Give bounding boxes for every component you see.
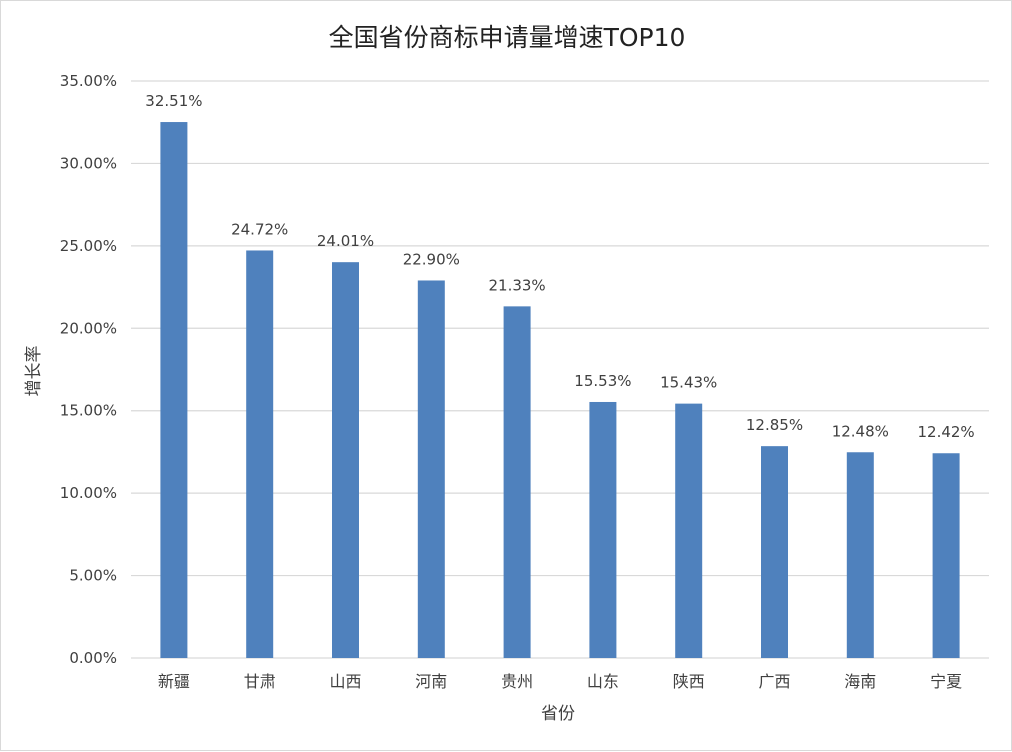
x-category-label: 山西 <box>329 672 361 691</box>
x-axis-categories: 新疆 甘肃 山西 河南 贵州 山东 陕西 广西 海南 宁夏 <box>158 672 962 691</box>
data-label: 22.90% <box>403 250 460 268</box>
bars <box>160 122 960 658</box>
bar <box>503 306 531 658</box>
data-label: 21.33% <box>488 276 545 294</box>
bar <box>246 250 274 658</box>
x-category-label: 河南 <box>415 672 447 691</box>
x-category-label: 广西 <box>758 672 790 691</box>
y-tick-label: 35.00% <box>60 72 117 90</box>
data-label: 12.85% <box>746 416 803 434</box>
y-tick-label: 20.00% <box>60 319 117 337</box>
x-category-label: 山东 <box>587 672 619 691</box>
data-label: 12.42% <box>917 423 974 441</box>
grid-lines <box>131 80 989 659</box>
data-label: 24.01% <box>317 232 374 250</box>
bar <box>332 262 359 658</box>
y-axis-ticks: 0.00% 5.00% 10.00% 15.00% 20.00% 25.00% 30.00%… <box>60 72 117 667</box>
y-tick-label: 25.00% <box>60 237 117 255</box>
data-label: 15.43% <box>660 374 717 392</box>
y-axis-title: 增长率 <box>24 346 44 397</box>
bar <box>589 401 617 658</box>
y-tick-label: 5.00% <box>69 567 117 585</box>
y-tick-label: 0.00% <box>69 649 117 667</box>
x-category-label: 甘肃 <box>244 672 276 691</box>
bar <box>160 122 188 658</box>
data-label: 24.72% <box>231 220 288 238</box>
bar <box>932 453 960 658</box>
x-axis-title: 省份 <box>541 704 575 724</box>
data-label: 32.51% <box>145 92 202 110</box>
data-label: 15.53% <box>574 372 631 390</box>
x-category-label: 宁夏 <box>930 672 962 691</box>
x-category-label: 陕西 <box>673 672 705 691</box>
bar <box>846 452 874 658</box>
x-category-label: 海南 <box>844 672 876 691</box>
x-category-label: 贵州 <box>501 672 533 691</box>
chart-title: 全国省份商标申请量增速TOP10 <box>329 23 686 52</box>
y-tick-label: 30.00% <box>60 154 117 172</box>
bar <box>417 280 445 658</box>
y-tick-label: 10.00% <box>60 484 117 502</box>
data-labels: 32.51% 24.72% 24.01% 22.90% 21.33% 15.53% 15.4… <box>145 92 974 441</box>
data-label: 12.48% <box>832 422 889 440</box>
bar <box>761 446 788 658</box>
x-category-label: 新疆 <box>158 672 190 691</box>
y-tick-label: 15.00% <box>60 402 117 420</box>
bar <box>675 403 703 658</box>
